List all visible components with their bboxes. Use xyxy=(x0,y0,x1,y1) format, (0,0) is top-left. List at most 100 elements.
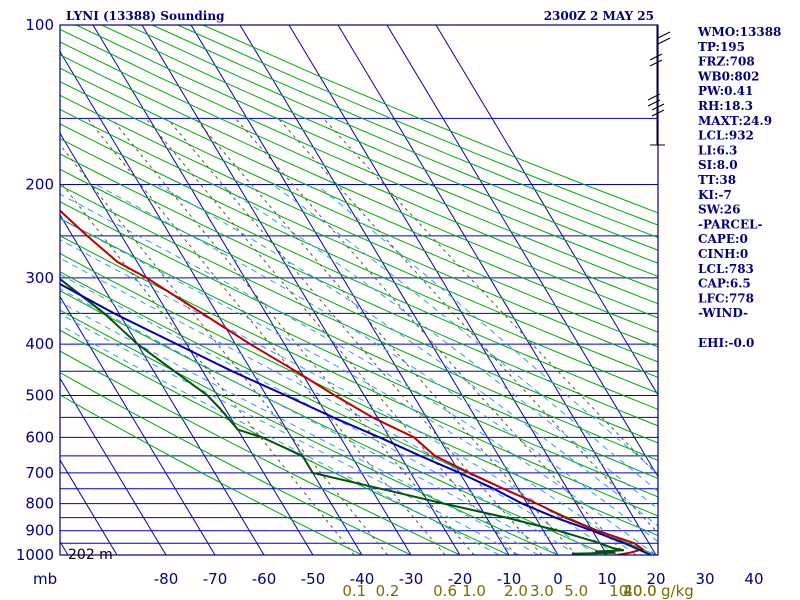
dry-adiabat-line xyxy=(60,94,658,363)
moist-adiabat-line xyxy=(60,257,598,555)
isotherm-line xyxy=(386,25,658,478)
pressure-tick-label: 100 xyxy=(25,16,54,34)
temperature-tick-label: 40 xyxy=(744,570,763,588)
temperature-tick-labels: -80 -70 -60 -50 -40 -30 -20 -10 0 10 20 30 40 xyxy=(154,570,764,588)
temperature-tick-label: -30 xyxy=(399,570,424,588)
mixing-ratio-line xyxy=(145,117,517,555)
isotherm-line xyxy=(60,377,167,555)
index-item: TP:195 xyxy=(698,40,745,54)
index-item: TT:38 xyxy=(698,173,736,187)
index-item: LI:6.3 xyxy=(698,143,737,157)
pressure-tick-label: 600 xyxy=(25,428,54,446)
moist-adiabat-line xyxy=(315,184,658,474)
mixing-ratio-line xyxy=(166,117,543,555)
index-item: PW:0.41 xyxy=(698,84,753,98)
mixing-ratio-label: 1.0 xyxy=(462,582,486,600)
pressure-tick-label: 1000 xyxy=(16,546,54,564)
temperature-tick-label: 20 xyxy=(646,570,665,588)
temperature-tick-label: 30 xyxy=(695,570,714,588)
dry-adiabat-line xyxy=(60,67,658,333)
wind-barb xyxy=(657,31,671,45)
temperature-tick-label: -10 xyxy=(497,570,522,588)
dry-adiabat-line xyxy=(75,25,658,278)
datetime-label: 2300Z 2 MAY 25 xyxy=(544,9,654,23)
index-item: -WIND- xyxy=(698,306,748,320)
dry-adiabat-line xyxy=(60,138,658,410)
dry-adiabat-line xyxy=(60,271,657,555)
moist-adiabat-line xyxy=(156,184,658,527)
pressure-tick-label: 500 xyxy=(25,386,54,404)
sounding-indices-panel: WMO:13388TP:195FRZ:708WB0:802PW:0.41RH:1… xyxy=(697,25,781,350)
mixing-ratio-label: 5.0 xyxy=(564,582,588,600)
isotherm-line xyxy=(141,25,461,555)
pressure-tick-label: 300 xyxy=(25,269,54,287)
mixing-ratio-label: 20.0 xyxy=(623,582,656,600)
mixing-ratio-line xyxy=(194,117,577,555)
surface-height-label: 202 m xyxy=(68,547,113,563)
wind-barb xyxy=(651,103,665,117)
mixing-ratio-line xyxy=(60,180,355,555)
dry-adiabat-line xyxy=(60,394,363,555)
index-item: KI:-7 xyxy=(698,188,732,202)
mixing-ratio-label: 0.1 xyxy=(342,582,366,600)
moist-adiabat-line xyxy=(60,324,500,555)
mixing-ratio-label: 2.0 xyxy=(504,582,528,600)
temperature-tick-label: -70 xyxy=(203,570,228,588)
temperature-tick-label: -40 xyxy=(350,570,375,588)
mixing-ratio-labels: 0.1 0.2 0.6 1.0 2.0 3.0 5.0 10.020.040.0 xyxy=(342,582,656,600)
parcel-path xyxy=(60,282,652,555)
moist-adiabat-line xyxy=(95,184,658,543)
mixing-ratio-label: 0.6 xyxy=(433,582,457,600)
moist-adiabat-line xyxy=(60,288,559,555)
index-item: CAPE:0 xyxy=(698,232,748,246)
pressure-tick-label: 700 xyxy=(25,464,54,482)
dry-adiabat-line xyxy=(101,25,658,264)
moist-adiabat-line xyxy=(272,184,658,493)
dry-adiabat-line xyxy=(60,372,412,555)
wind-barb xyxy=(649,53,663,67)
temperature-tick-label: -20 xyxy=(448,570,473,588)
dry-adiabat-line xyxy=(60,184,658,461)
index-item: -PARCEL- xyxy=(698,217,763,231)
dry-adiabat-line xyxy=(60,81,658,348)
index-item: CINH:0 xyxy=(698,247,748,261)
dry-adiabat-line xyxy=(152,25,658,239)
isotherm-line xyxy=(60,459,118,555)
dry-adiabat-line xyxy=(60,153,658,427)
dry-adiabat-line xyxy=(60,309,559,555)
mixing-ratio-label: 40.0 xyxy=(623,582,656,600)
pressure-tick-labels: 100 200 300 400 500 600 700 800 900 1000 xyxy=(16,16,54,564)
index-item: FRZ:708 xyxy=(698,55,755,69)
pressure-tick-label: 400 xyxy=(25,335,54,353)
dewpoint-profile xyxy=(60,277,625,555)
temperature-tick-label: 10 xyxy=(597,570,616,588)
temperature-tick-label: -50 xyxy=(301,570,326,588)
index-item: CAP:6.5 xyxy=(698,277,751,291)
isotherm-line xyxy=(288,25,608,555)
x-unit-label: mb xyxy=(33,570,57,588)
index-item: SI:8.0 xyxy=(698,158,738,172)
dry-adiabat-line xyxy=(60,41,658,305)
moist-adiabat-line xyxy=(60,193,657,555)
moist-adiabat-line xyxy=(60,313,520,555)
mixing-ratio-label: 3.0 xyxy=(530,582,554,600)
pressure-tick-label: 200 xyxy=(25,176,54,194)
moist-adiabat-line xyxy=(60,273,578,555)
wind-barbs xyxy=(647,25,671,146)
dry-adiabat-line xyxy=(60,350,461,555)
dry-adiabat-line xyxy=(60,252,658,537)
temperature-tick-label: -80 xyxy=(154,570,179,588)
plot-area xyxy=(60,25,658,555)
isotherm-line xyxy=(435,25,658,396)
dry-adiabat-line xyxy=(60,168,658,444)
index-item: LCL:932 xyxy=(698,129,754,143)
dry-adiabat-line xyxy=(60,123,658,394)
mixing-ratio-line xyxy=(60,143,388,555)
isotherm-line xyxy=(60,295,216,555)
index-item: MAXT:24.9 xyxy=(698,114,772,128)
mixing-ratio-line xyxy=(322,117,658,477)
index-item: SW:26 xyxy=(698,203,740,217)
dry-adiabat-line xyxy=(60,108,658,378)
